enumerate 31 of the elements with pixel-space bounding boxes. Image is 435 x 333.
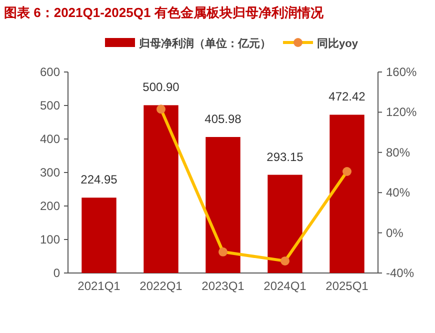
- x-tick-label: 2023Q1: [202, 279, 245, 293]
- y2-tick-label: 40%: [386, 186, 410, 200]
- x-tick-label: 2024Q1: [264, 279, 307, 293]
- data-label: 405.98: [204, 112, 242, 126]
- bar: [206, 136, 240, 273]
- data-label: 472.42: [328, 90, 366, 104]
- bar: [82, 198, 116, 273]
- y-tick-label: 0: [53, 266, 60, 280]
- legend-label: 归母净利润（单位：亿元）: [138, 37, 271, 50]
- x-tick-label: 2021Q1: [78, 279, 121, 293]
- y2-tick-label: -40%: [386, 266, 414, 280]
- y2-tick-label: 160%: [386, 65, 418, 79]
- data-label: 224.95: [80, 172, 118, 187]
- legend-label: 同比yoy: [317, 37, 359, 50]
- y-tick-label: 400: [40, 132, 60, 146]
- y2-tick-label: 0%: [386, 226, 404, 240]
- y-tick-label: 300: [40, 166, 60, 180]
- data-label: 500.90: [142, 80, 180, 94]
- y-tick-label: 100: [40, 232, 60, 246]
- x-tick-label: 2025Q1: [326, 279, 369, 293]
- y-tick-label: 500: [40, 98, 60, 112]
- y-tick-label: 600: [40, 65, 60, 79]
- y2-tick-label: 80%: [386, 145, 410, 160]
- bar: [268, 174, 302, 273]
- y2-tick-label: 120%: [386, 105, 418, 120]
- data-label: 293.15: [266, 150, 304, 164]
- bar: [144, 105, 178, 273]
- bar: [330, 114, 364, 273]
- chart-title: 图表 6：2021Q1-2025Q1 有色金属板块归母净利润情况: [4, 5, 324, 20]
- x-tick-label: 2022Q1: [140, 279, 183, 293]
- y-tick-label: 200: [40, 199, 60, 213]
